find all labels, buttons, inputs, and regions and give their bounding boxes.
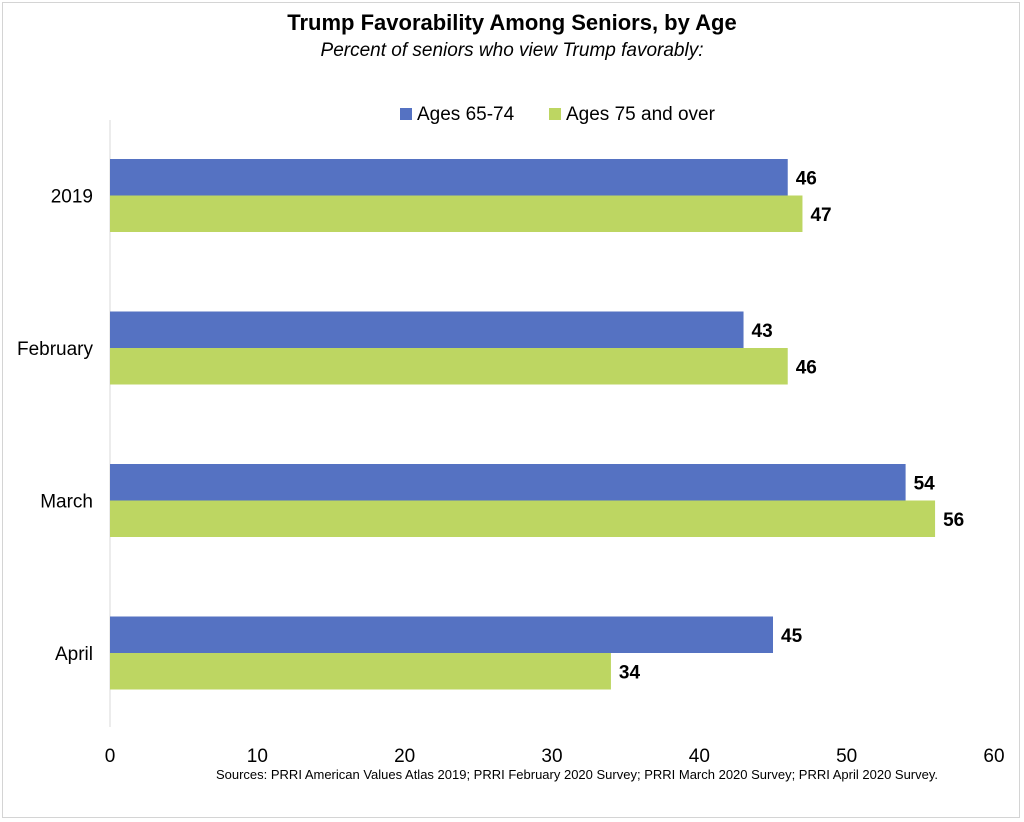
bar: [110, 195, 803, 232]
bar: [110, 159, 788, 196]
data-label: 34: [619, 662, 641, 683]
x-tick-label: 50: [836, 746, 857, 767]
data-label: 45: [781, 626, 803, 647]
category-label: 2019: [51, 187, 93, 208]
x-tick-label: 10: [247, 746, 268, 767]
x-tick-label: 0: [105, 746, 116, 767]
bar: [110, 500, 936, 537]
category-label: February: [17, 339, 94, 360]
chart-title: Trump Favorability Among Seniors, by Age: [287, 10, 737, 35]
legend-swatch-0: [400, 108, 412, 120]
data-label: 46: [796, 357, 817, 378]
data-label: 56: [943, 510, 964, 531]
x-tick-label: 20: [394, 746, 415, 767]
data-label: 43: [752, 321, 773, 342]
bar: [110, 464, 906, 501]
x-tick-label: 30: [541, 746, 562, 767]
bar: [110, 616, 773, 653]
bar: [110, 653, 611, 690]
data-label: 54: [914, 473, 936, 494]
category-label: March: [40, 492, 93, 513]
category-label: April: [55, 644, 93, 665]
bar: [110, 348, 788, 385]
data-label: 46: [796, 168, 817, 189]
source-note: Sources: PRRI American Values Atlas 2019…: [215, 767, 939, 782]
chart-subtitle: Percent of seniors who view Trump favora…: [320, 40, 704, 61]
legend-label-1: Ages 75 and over: [566, 104, 716, 125]
x-tick-label: 40: [689, 746, 710, 767]
data-label: 47: [810, 205, 831, 226]
x-tick-label: 60: [983, 746, 1004, 767]
legend-label-0: Ages 65-74: [417, 104, 515, 125]
bar: [110, 311, 744, 348]
legend-swatch-1: [549, 108, 561, 120]
